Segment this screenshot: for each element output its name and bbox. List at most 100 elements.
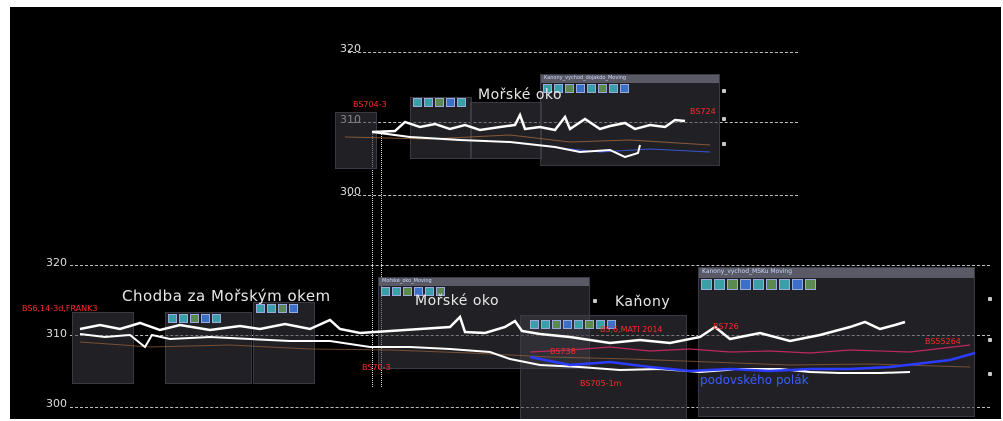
profile-panel-top-left[interactable] xyxy=(335,112,377,169)
profile-panel-bottom-3[interactable] xyxy=(253,302,315,384)
tool-icon[interactable] xyxy=(552,320,561,329)
panel-title-top: Kanony_vychod_dojakdo_Moving xyxy=(541,75,719,83)
tool-icon[interactable] xyxy=(201,314,210,323)
elevation-label-320-top: 320 xyxy=(340,42,361,55)
tool-icon[interactable] xyxy=(587,84,596,93)
toolbar-top-main[interactable] xyxy=(543,84,629,94)
station-label: BS70-3 xyxy=(362,363,391,372)
station-label: BS704-3 xyxy=(353,100,387,109)
elevation-line-300-top xyxy=(348,195,798,196)
tool-icon[interactable] xyxy=(457,98,466,107)
tool-icon[interactable] xyxy=(766,279,777,290)
tool-icon[interactable] xyxy=(289,304,298,313)
panel-handle[interactable] xyxy=(722,117,726,121)
panel-handle[interactable] xyxy=(988,372,992,376)
survey-line-top xyxy=(344,134,711,146)
tool-icon[interactable] xyxy=(740,279,751,290)
profile-ceiling-top xyxy=(371,111,686,134)
station-label: BS726 xyxy=(713,322,739,331)
connector-line-left xyxy=(372,132,373,387)
panel-handle[interactable] xyxy=(988,338,992,342)
toolbar-bottom-2[interactable] xyxy=(168,314,221,324)
toolbar-top-a[interactable] xyxy=(413,98,466,108)
tool-icon[interactable] xyxy=(714,279,725,290)
tool-icon[interactable] xyxy=(585,320,594,329)
tool-icon[interactable] xyxy=(278,304,287,313)
tool-icon[interactable] xyxy=(414,287,423,296)
blue-path xyxy=(529,351,976,373)
tool-icon[interactable] xyxy=(727,279,738,290)
tool-icon[interactable] xyxy=(753,279,764,290)
panel-handle[interactable] xyxy=(593,299,597,303)
tool-icon[interactable] xyxy=(435,98,444,107)
profile-panel-bottom-right[interactable]: Kanony_vychod_MSKu Moving xyxy=(698,267,975,417)
elevation-line-320-top xyxy=(348,52,798,53)
tool-icon[interactable] xyxy=(598,84,607,93)
panel-title-right: Kanony_vychod_MSKu Moving xyxy=(699,268,974,278)
tool-icon[interactable] xyxy=(620,84,629,93)
tool-icon[interactable] xyxy=(179,314,188,323)
connector-line-right xyxy=(381,132,382,387)
toolbar-bottom-kanony[interactable] xyxy=(530,320,616,330)
tool-icon[interactable] xyxy=(563,320,572,329)
profile-curves xyxy=(79,111,976,374)
tool-icon[interactable] xyxy=(446,98,455,107)
cave-profile-canvas[interactable]: 320 310 300 320 310 300 Kanony_vychod_do… xyxy=(10,7,1001,419)
station-label: BS724 xyxy=(690,107,716,116)
toolbar-bottom-3[interactable] xyxy=(256,304,298,314)
region-label-blue: podovského polák xyxy=(700,373,809,387)
station-label: BS705-1m xyxy=(580,379,622,388)
tool-icon[interactable] xyxy=(403,287,412,296)
tool-icon[interactable] xyxy=(565,84,574,93)
tool-icon[interactable] xyxy=(424,98,433,107)
toolbar-bottom-mid[interactable] xyxy=(381,287,445,297)
region-label-chodba: Chodba za Mořským okem xyxy=(122,287,331,305)
station-label: BS55264 xyxy=(925,337,961,346)
region-label-morske-oko-bottom: Mořské oko xyxy=(415,293,500,309)
station-label: BS6,14-3d,FRANK3 xyxy=(22,304,98,313)
survey-line-top-blue xyxy=(549,146,711,153)
elevation-label-300-top: 300 xyxy=(340,185,361,198)
panel-handle[interactable] xyxy=(722,142,726,146)
tool-icon[interactable] xyxy=(190,314,199,323)
profile-ceiling-bottom xyxy=(79,314,906,345)
panel-title-mid: Mořské_oko_Moving xyxy=(379,278,589,286)
survey-line-bottom xyxy=(79,341,971,368)
panel-handle[interactable] xyxy=(988,297,992,301)
station-label: BS738 xyxy=(550,347,576,356)
tool-icon[interactable] xyxy=(413,98,422,107)
tool-icon[interactable] xyxy=(574,320,583,329)
tool-icon[interactable] xyxy=(530,320,539,329)
tool-icon[interactable] xyxy=(256,304,265,313)
tool-icon[interactable] xyxy=(212,314,221,323)
tool-icon[interactable] xyxy=(267,304,276,313)
profile-floor-bottom xyxy=(79,333,911,374)
tool-icon[interactable] xyxy=(425,287,434,296)
elevation-line-320-bottom xyxy=(70,265,990,266)
tool-icon[interactable] xyxy=(168,314,177,323)
tool-icon[interactable] xyxy=(554,84,563,93)
red-path xyxy=(529,344,971,354)
profile-floor-top xyxy=(371,131,641,159)
tool-icon[interactable] xyxy=(381,287,390,296)
tool-icon[interactable] xyxy=(779,279,790,290)
profile-panel-bottom-1[interactable] xyxy=(72,312,134,384)
elevation-label-320-bottom: 320 xyxy=(46,256,67,269)
toolbar-bottom-right[interactable] xyxy=(701,279,816,290)
tool-icon[interactable] xyxy=(792,279,803,290)
tool-icon[interactable] xyxy=(541,320,550,329)
tool-icon[interactable] xyxy=(543,84,552,93)
elevation-label-300-bottom: 300 xyxy=(46,397,67,410)
tool-icon[interactable] xyxy=(392,287,401,296)
region-label-kanony: Kaňony xyxy=(615,294,671,310)
tool-icon[interactable] xyxy=(596,320,605,329)
tool-icon[interactable] xyxy=(805,279,816,290)
tool-icon[interactable] xyxy=(609,84,618,93)
tool-icon[interactable] xyxy=(607,320,616,329)
tool-icon[interactable] xyxy=(701,279,712,290)
region-label-morske-oko-top: Mořské oko xyxy=(478,87,563,103)
tool-icon[interactable] xyxy=(576,84,585,93)
tool-icon[interactable] xyxy=(436,287,445,296)
panel-handle[interactable] xyxy=(722,89,726,93)
